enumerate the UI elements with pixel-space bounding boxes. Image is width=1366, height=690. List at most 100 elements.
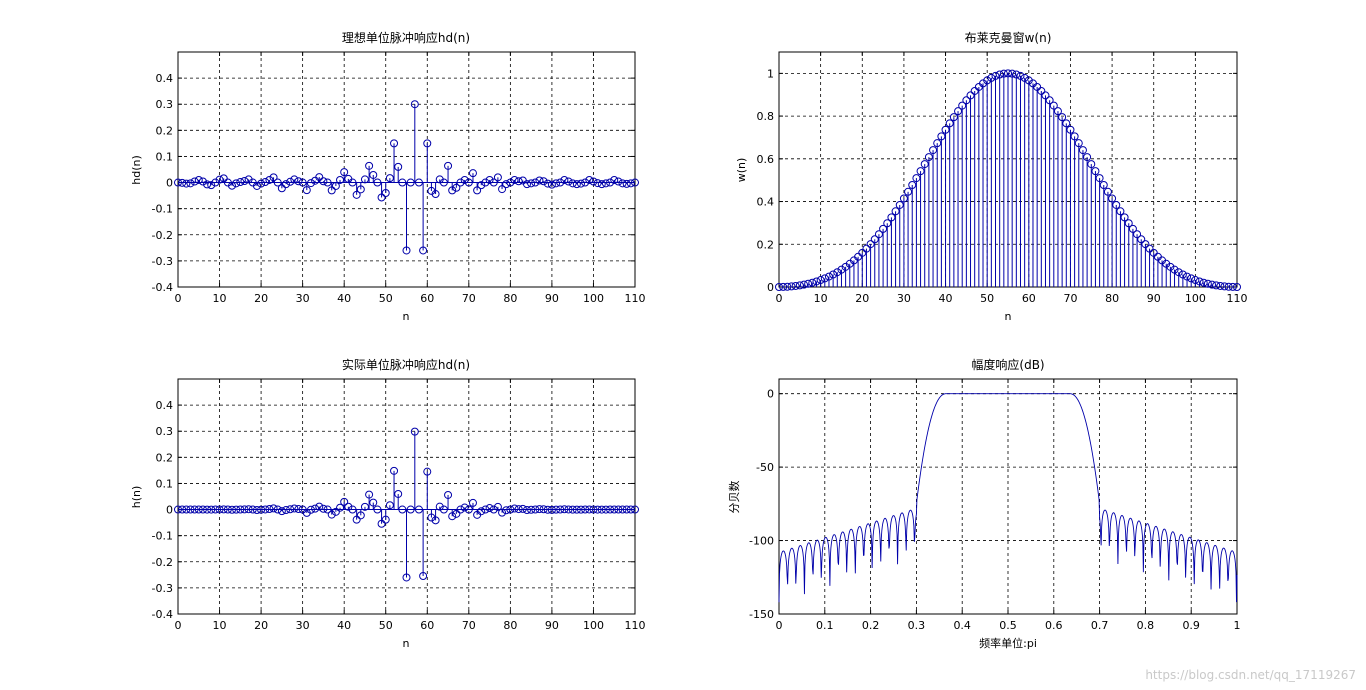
y-tick-label: -0.1 — [152, 203, 173, 216]
stem-marker — [327, 186, 336, 195]
x-axis-label: 频率单位:pi — [979, 636, 1037, 650]
stem-marker — [182, 179, 191, 188]
stem-marker — [1037, 86, 1046, 95]
stem-marker — [1224, 282, 1233, 291]
stem-marker — [581, 505, 590, 514]
stem-marker — [895, 200, 904, 209]
stem-marker — [1045, 96, 1054, 105]
stem-marker — [610, 175, 619, 184]
stem-marker — [1228, 282, 1237, 291]
stem-marker — [576, 505, 585, 514]
stem-marker — [352, 515, 361, 524]
stem-marker — [593, 505, 602, 514]
stem-marker — [211, 505, 220, 514]
stem-marker — [1095, 174, 1104, 183]
stem-marker — [232, 505, 241, 514]
stem-marker — [340, 168, 349, 177]
stem-marker — [1137, 235, 1146, 244]
x-tick-label: 10 — [213, 619, 227, 632]
stem-marker — [365, 161, 374, 170]
stem-marker — [564, 505, 573, 514]
stem-marker — [514, 505, 523, 514]
stem-marker — [622, 505, 631, 514]
stem-marker — [958, 101, 967, 110]
stem-marker — [572, 505, 581, 514]
stem-marker — [244, 505, 253, 514]
y-tick-label: 0.2 — [757, 238, 775, 251]
stem-marker — [535, 176, 544, 185]
y-tick-label: -0.2 — [152, 229, 173, 242]
stem-marker — [369, 498, 378, 507]
stem-marker — [431, 190, 440, 199]
subplot-blackman-window: 0 10 20 30 40 50 60 70 80 90 100 110 0 0.2 0.4 0.6 0.8 1… — [735, 31, 1248, 323]
x-tick-label: 0.7 — [1091, 619, 1109, 632]
stem-marker — [601, 505, 610, 514]
stem-marker — [431, 516, 440, 525]
stem-marker — [294, 505, 303, 514]
stem-marker — [282, 506, 291, 515]
stem-marker — [916, 167, 925, 176]
x-tick-label: 0 — [776, 292, 783, 305]
stem-marker — [1208, 280, 1217, 289]
stem-marker — [1112, 200, 1121, 209]
stem-marker — [576, 179, 585, 188]
stem-marker — [448, 186, 457, 195]
x-axis-label: n — [403, 310, 410, 323]
stem-marker — [502, 180, 511, 189]
stem-marker — [527, 179, 536, 188]
stem-marker — [402, 573, 411, 582]
y-tick-label: 0.1 — [156, 150, 174, 163]
stem-marker — [477, 181, 486, 190]
stem-marker — [522, 506, 531, 515]
y-tick-labels: -0.4 -0.3 -0.2 -0.1 0 0.1 0.2 0.3 0.4 — [152, 72, 173, 294]
stem-marker — [402, 246, 411, 255]
stem-marker — [999, 69, 1008, 78]
stem-marker — [444, 161, 453, 170]
stem-marker — [1008, 69, 1017, 78]
x-tick-label: 40 — [939, 292, 953, 305]
y-tick-labels: 0 0.2 0.4 0.6 0.8 1 — [757, 67, 775, 294]
stem-marker — [269, 173, 278, 182]
stem-marker — [252, 506, 261, 515]
stem-marker — [626, 505, 635, 514]
stem-marker — [194, 175, 203, 184]
stem-marker — [485, 504, 494, 513]
stem-marker — [597, 180, 606, 189]
stem-marker — [261, 178, 270, 187]
stem-marker — [257, 505, 266, 514]
stem-marker — [547, 505, 556, 514]
stem-marker — [833, 268, 842, 277]
stem-marker — [269, 504, 278, 513]
stem-marker — [949, 113, 958, 122]
stem-marker — [286, 505, 295, 514]
stem-marker — [414, 178, 423, 187]
stem-marker — [174, 178, 182, 187]
stem-marker — [1195, 277, 1204, 286]
stem-marker — [1178, 270, 1187, 279]
x-tick-label: 110 — [625, 619, 646, 632]
stem-marker — [223, 505, 232, 514]
stem-marker — [1145, 244, 1154, 253]
stem-marker — [498, 185, 507, 194]
stem-marker — [228, 505, 237, 514]
y-tick-label: 0.3 — [156, 425, 174, 438]
stem-marker — [937, 132, 946, 141]
stem-marker — [1099, 180, 1108, 189]
stem-marker — [385, 501, 394, 510]
stem-marker — [581, 178, 590, 187]
stem-marker — [323, 178, 332, 187]
y-tick-label: 0 — [767, 388, 774, 401]
stem-marker — [215, 505, 224, 514]
stem-marker — [348, 505, 357, 514]
stem-marker — [899, 194, 908, 203]
stem-marker — [556, 178, 565, 187]
stem-marker — [954, 107, 963, 116]
stem-marker — [883, 219, 892, 228]
stem-marker — [1128, 224, 1137, 233]
stem-marker — [398, 178, 407, 187]
stem-marker — [983, 76, 992, 85]
stem-marker — [568, 179, 577, 188]
stem-marker — [804, 279, 813, 288]
stem-marker — [477, 507, 486, 516]
stem-marker — [1070, 132, 1079, 141]
